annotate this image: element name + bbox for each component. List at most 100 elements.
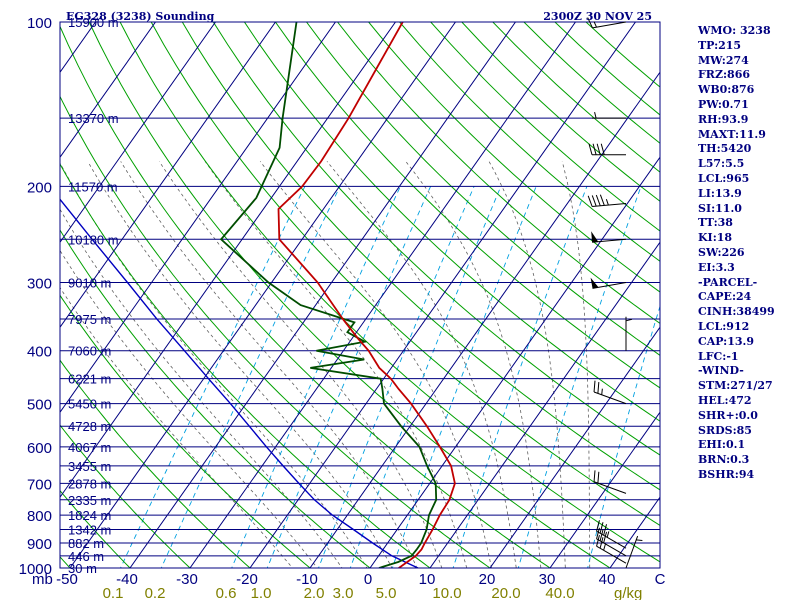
mixing-ratio-tick-label: 20.0 <box>491 585 520 600</box>
height-label: 5450 m <box>68 397 111 412</box>
isotherm-line <box>249 22 636 568</box>
dry-adiabat-line <box>119 22 660 563</box>
wind-barb-flag <box>599 194 605 206</box>
height-label: 10180 m <box>68 232 119 247</box>
mixing-ratio-line <box>517 186 642 568</box>
mixing-ratio-line <box>120 186 306 568</box>
isotherm-line <box>60 22 156 159</box>
height-label: 1824 m <box>68 508 111 523</box>
pressure-unit-label: mb <box>32 571 53 588</box>
index-line: TT:38 <box>698 216 733 230</box>
wind-barb-shaft <box>592 203 627 207</box>
height-label: 4067 m <box>68 440 111 455</box>
wind-barb-shaft <box>592 21 627 29</box>
wind-barb <box>625 535 643 569</box>
dry-adiabat-line <box>60 25 551 568</box>
wind-barb-flag <box>596 143 601 155</box>
pressure-label: 300 <box>27 276 52 293</box>
temperature-tick-label: 30 <box>539 571 556 588</box>
pressure-label: 200 <box>27 179 52 196</box>
moist-adiabat-line <box>120 161 418 568</box>
index-line: LCL:912 <box>698 319 750 333</box>
wind-barb-half-flag <box>636 539 643 542</box>
dry-adiabat-line <box>60 163 431 568</box>
moist-adiabat-line <box>326 161 517 568</box>
index-line: MW:274 <box>698 53 749 67</box>
isotherms <box>60 22 660 568</box>
wind-barb-flag <box>597 471 600 484</box>
temperature-tick-label: -50 <box>56 571 78 588</box>
isotherm-line <box>69 22 456 568</box>
index-line: EI:3.3 <box>698 260 735 274</box>
wind-barb-shaft <box>625 535 639 569</box>
wind-barb-flag <box>587 17 593 29</box>
height-label: 2335 m <box>68 493 111 508</box>
pressure-label: 400 <box>27 344 52 361</box>
index-line: STM:271/27 <box>698 379 773 393</box>
plot-frame <box>59 21 661 569</box>
height-label: 882 m <box>68 536 104 551</box>
wind-barb-flag <box>603 524 608 536</box>
moist-adiabat-line <box>60 208 343 568</box>
isotherm-line <box>369 156 660 568</box>
mixing-ratio-tick-label: 1.0 <box>251 585 272 600</box>
wind-barb <box>596 535 627 564</box>
isobars <box>60 21 660 569</box>
height-label: 3455 m <box>68 459 111 474</box>
index-line: WMO: 3238 <box>698 24 771 37</box>
wind-barb-flag <box>592 143 597 155</box>
temperature-profile-line <box>277 22 456 568</box>
mixing-ratio-tick-label: 5.0 <box>376 585 397 600</box>
index-line: EHI:0.1 <box>698 438 746 452</box>
wind-barb-flag <box>597 382 600 394</box>
height-label: 15900 m <box>68 15 119 30</box>
isotherm-line <box>60 22 396 499</box>
height-label: 9010 m <box>68 276 111 291</box>
mixing-ratio-line <box>391 186 537 568</box>
index-line: WB0:876 <box>698 83 755 97</box>
wind-barb-half-flag <box>601 388 603 395</box>
dry-adiabat-line <box>150 22 660 527</box>
height-label: 6221 m <box>68 372 111 387</box>
temperature-tick-label: -40 <box>116 571 138 588</box>
wind-barb-flag <box>599 522 604 534</box>
index-line: -PARCEL- <box>698 275 758 289</box>
stability-indices-panel: WMO: 3238 TP:215 MW:274 FRZ:866 WB0:876 PW:0.… <box>698 24 775 483</box>
dry-adiabat-line <box>60 489 131 568</box>
dewpoint-profile-line <box>219 22 438 568</box>
wind-barb-shaft <box>593 481 627 494</box>
dry-adiabat-line <box>337 22 660 324</box>
temperature-tick-label: 10 <box>419 571 436 588</box>
temperature-tick-label: -10 <box>296 571 318 588</box>
mixing-ratio-line <box>452 186 588 568</box>
isotherm-line <box>129 22 516 568</box>
index-line: PW:0.71 <box>698 97 749 111</box>
pressure-label: 1000 <box>19 561 52 578</box>
wind-barb-flag <box>596 520 600 532</box>
wind-barb-shaft <box>593 391 627 405</box>
wind-barb-flag <box>588 143 593 155</box>
height-label: 11570 m <box>68 179 118 194</box>
height-label: 30 m <box>68 561 97 576</box>
index-line: MAXT:11.9 <box>698 127 766 141</box>
index-line: SHR+:0.0 <box>698 408 758 422</box>
index-line: LCL:965 <box>698 171 750 185</box>
dry-adiabat-line <box>306 22 660 356</box>
dry-adiabat-line <box>60 359 251 568</box>
sounding-profiles <box>60 22 456 568</box>
mixing-ratio-lines <box>120 186 660 568</box>
wind-barb-shaft <box>596 530 627 549</box>
isotherm-line <box>489 326 660 568</box>
wind-barb-flag <box>593 470 596 482</box>
wind-barb-flag <box>595 194 601 206</box>
wind-barb-flag <box>593 380 596 393</box>
dry-adiabat-line <box>60 95 491 568</box>
isotherm-line <box>60 22 336 414</box>
index-line: SRDS:85 <box>698 423 752 437</box>
wind-barb <box>587 17 627 29</box>
height-label: 446 m <box>68 549 104 564</box>
height-label: 2878 m <box>68 476 111 491</box>
isotherm-line <box>549 411 660 568</box>
